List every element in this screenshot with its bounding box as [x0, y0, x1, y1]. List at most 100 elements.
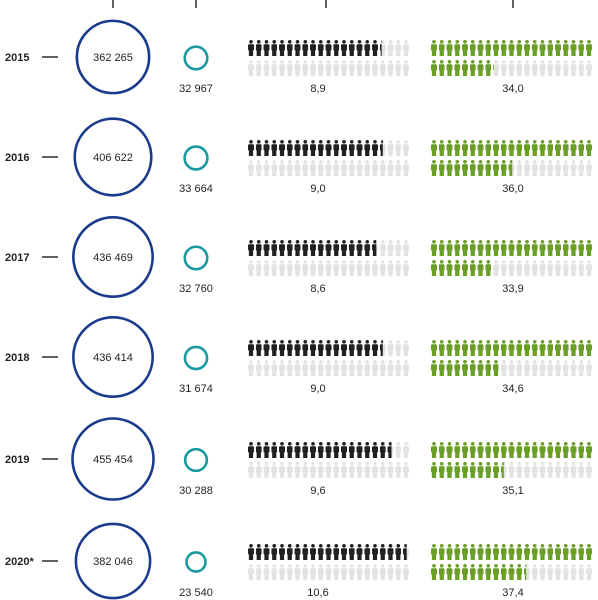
dark-person-empty-icon: [372, 160, 378, 176]
dark-person-empty-icon: [294, 462, 301, 478]
small-circle: [183, 447, 209, 473]
dark-person-filled-icon: [263, 240, 270, 256]
dark-person-filled-icon: [279, 442, 285, 458]
green-person-filled-icon: [578, 340, 585, 356]
dark-person-filled-icon: [364, 40, 371, 56]
dark-person-empty-icon: [364, 360, 371, 376]
green-person-empty-icon: [531, 564, 538, 580]
dark-person-filled-icon: [333, 40, 340, 56]
dark-person-empty-icon: [325, 360, 332, 376]
green-person-empty-icon: [562, 462, 569, 478]
year-row: 2018 436 414 31 674 9,0 34,6: [5, 316, 592, 398]
dark-person-empty-icon: [387, 340, 394, 356]
green-person-filled-icon: [578, 140, 585, 156]
dark-person-filled-icon: [310, 240, 316, 256]
green-person-filled-icon: [477, 544, 484, 560]
dark-person-filled-icon: [364, 140, 371, 156]
dark-person-filled-icon: [325, 442, 332, 458]
green-person-empty-icon: [578, 160, 585, 176]
green-person-empty-icon: [547, 60, 554, 76]
big-circle: [75, 19, 151, 95]
green-person-empty-icon: [547, 462, 554, 478]
green-person-filled-icon: [469, 160, 476, 176]
dark-person-empty-icon: [255, 160, 262, 176]
dark-person-filled-icon: [286, 340, 293, 356]
dark-person-filled-icon: [348, 240, 355, 256]
green-person-filled-icon: [562, 544, 569, 560]
green-person-empty-icon: [555, 260, 561, 276]
green-person-empty-icon: [555, 360, 561, 376]
green-person-empty-icon: [570, 60, 577, 76]
dark-person-empty-icon: [263, 360, 270, 376]
green-person-filled-icon: [493, 544, 499, 560]
dark-person-empty-icon: [333, 462, 340, 478]
dark-person-empty-icon: [263, 564, 270, 580]
dark-person-empty-icon: [395, 260, 402, 276]
green-person-empty-icon: [539, 60, 546, 76]
green-person-filled-icon: [516, 340, 523, 356]
dark-person-filled-icon: [302, 340, 309, 356]
dark-person-filled-icon: [255, 40, 262, 56]
dark-person-empty-icon: [248, 260, 254, 276]
dark-person-filled-icon: [263, 40, 270, 56]
dark-person-filled-icon: [255, 340, 262, 356]
green-person-filled-icon: [570, 340, 577, 356]
dark-person-empty-icon: [248, 160, 254, 176]
dark-person-empty-icon: [379, 60, 386, 76]
small-circle-value: 32 967: [179, 83, 213, 95]
green-person-empty-icon: [508, 360, 515, 376]
green-person-filled-icon: [555, 140, 561, 156]
dark-person-empty-icon: [387, 360, 394, 376]
green-person-filled-icon: [431, 260, 437, 276]
dark-person-empty-icon: [302, 462, 309, 478]
dark-share-value: 10,6: [307, 587, 328, 599]
green-person-filled-icon: [500, 240, 507, 256]
dark-person-empty-icon: [395, 40, 402, 56]
dark-person-empty-icon: [379, 260, 386, 276]
dark-person-filled-icon: [325, 140, 332, 156]
dark-person-empty-icon: [348, 60, 355, 76]
green-person-filled-icon: [454, 140, 461, 156]
dark-person-filled-icon: [248, 40, 254, 56]
green-person-filled-icon: [547, 240, 554, 256]
dark-person-empty-icon: [310, 60, 316, 76]
green-person-filled-icon: [524, 240, 530, 256]
dark-person-empty-icon: [302, 260, 309, 276]
green-person-filled-icon: [454, 564, 461, 580]
green-person-filled-icon: [477, 340, 484, 356]
dark-person-empty-icon: [310, 462, 316, 478]
green-person-empty-icon: [524, 462, 530, 478]
dark-person-filled-icon: [341, 544, 347, 560]
green-person-filled-icon: [485, 60, 492, 76]
dark-person-empty-icon: [333, 60, 340, 76]
green-person-filled-icon: [469, 340, 476, 356]
dark-person-empty-icon: [403, 442, 409, 458]
dark-person-empty-icon: [372, 462, 378, 478]
green-person-filled-icon: [524, 442, 530, 458]
dark-share-value: 9,6: [310, 485, 325, 497]
dark-person-empty-icon: [325, 564, 332, 580]
dark-person-empty-icon: [310, 260, 316, 276]
dark-person-filled-icon: [364, 340, 371, 356]
dark-person-empty-icon: [356, 160, 363, 176]
green-person-filled-icon: [462, 340, 468, 356]
green-person-filled-icon: [477, 360, 484, 376]
dark-person-empty-icon: [403, 40, 409, 56]
dark-person-filled-icon: [348, 40, 355, 56]
green-person-filled-icon: [469, 462, 476, 478]
dark-person-empty-icon: [325, 160, 332, 176]
green-person-filled-icon: [454, 360, 461, 376]
green-person-filled-icon: [500, 160, 507, 176]
dark-person-empty-icon: [403, 240, 409, 256]
green-person-filled-icon: [586, 442, 592, 458]
green-person-filled-icon: [586, 140, 592, 156]
green-person-filled-icon: [547, 340, 554, 356]
big-circle-value: 382 046: [93, 556, 133, 568]
green-person-filled-icon: [438, 140, 445, 156]
green-person-filled-icon: [446, 260, 453, 276]
green-person-empty-icon: [493, 60, 499, 76]
green-person-empty-icon: [508, 60, 515, 76]
green-person-filled-icon: [516, 564, 523, 580]
dark-person-empty-icon: [348, 462, 355, 478]
